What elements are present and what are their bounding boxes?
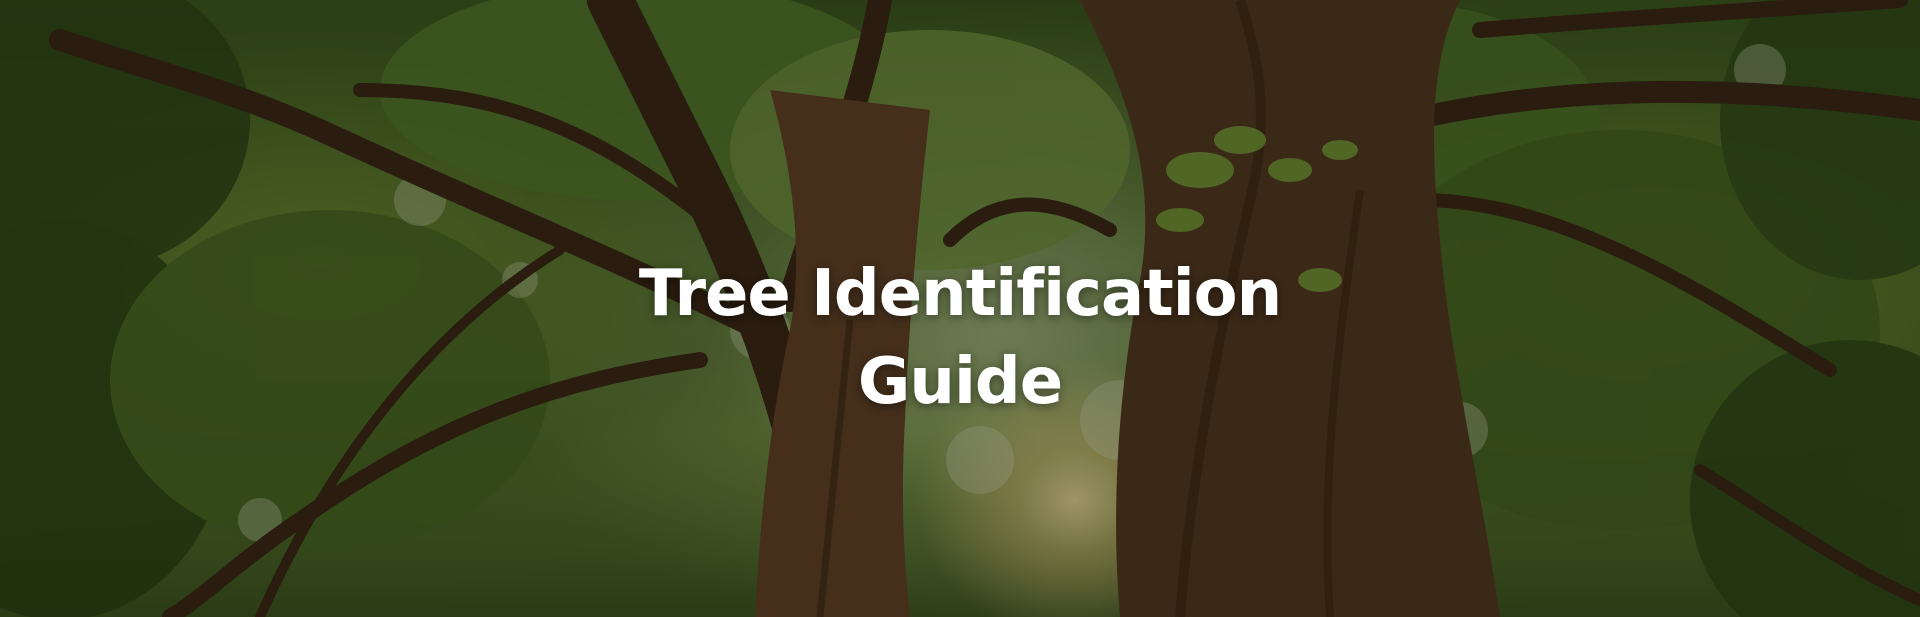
hero-title-container: Tree Identification Guide (0, 250, 1920, 426)
page-title-line-1: Tree Identification (638, 257, 1282, 331)
page-title: Tree Identification Guide (638, 250, 1282, 426)
page-title-line-2: Guide (857, 345, 1063, 419)
